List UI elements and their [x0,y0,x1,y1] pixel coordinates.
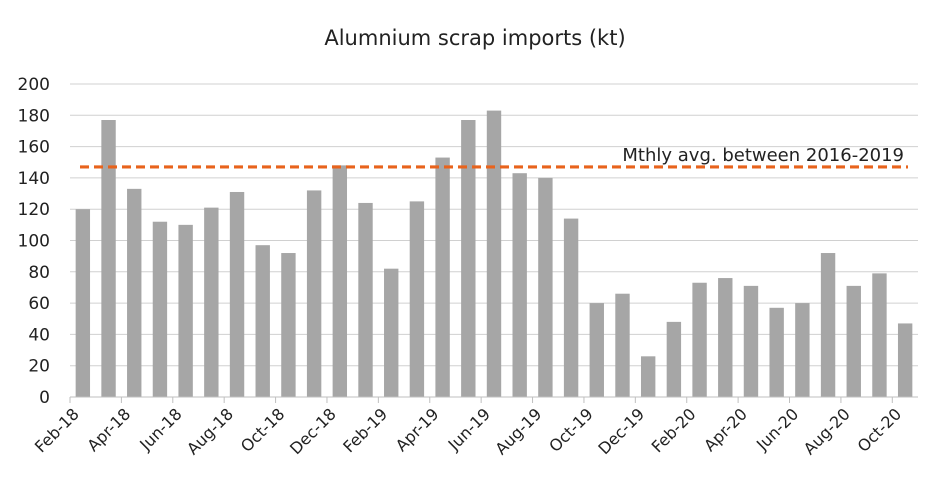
y-tick-label: 180 [18,106,50,126]
bar-jul-18 [204,207,219,397]
chart-title: Alumnium scrap imports (kt) [324,26,625,50]
bar-oct-20 [897,323,913,397]
x-tick-label: Aug-19 [491,404,545,458]
bar-jun-19 [486,110,502,397]
x-tick-label: Jun-19 [444,404,494,454]
bar-feb-18 [75,209,91,397]
bar-sep-20 [872,273,887,397]
bar-oct-18 [281,253,296,397]
x-tick-label: Dec-19 [594,404,648,458]
x-tick-label: Oct-19 [545,404,596,455]
y-tick-label: 200 [18,75,50,95]
x-tick-label: Feb-20 [648,404,700,456]
bar-nov-18 [306,190,322,397]
x-tick-label: Jun-20 [752,404,802,454]
bar-jan-19 [358,202,373,397]
x-tick-label: Apr-19 [392,404,443,455]
bar-jul-19 [512,173,527,397]
y-tick-label: 20 [28,357,50,377]
bar-mar-20 [718,278,733,397]
reference-line-label: Mthly avg. between 2016-2019 [622,145,904,166]
x-tick-label: Aug-20 [800,404,854,458]
y-tick-label: 120 [18,200,50,220]
bar-oct-19 [589,303,604,397]
x-tick-label: Apr-20 [700,404,751,455]
bar-jun-18 [178,224,193,397]
y-tick-label: 80 [28,263,50,283]
y-tick-label: 100 [18,232,50,252]
bar-aug-20 [846,285,861,397]
bar-jun-20 [795,303,810,397]
bar-apr-18 [127,188,142,397]
bars [75,110,913,398]
x-tick-label: Oct-20 [854,404,905,455]
y-tick-label: 140 [18,169,50,189]
bar-aug-18 [229,191,245,397]
x-tick-label: Dec-18 [286,404,340,458]
bar-jan-20 [666,321,682,397]
y-tick-label: 60 [28,294,50,314]
bar-apr-20 [743,285,759,397]
y-tick-label: 160 [18,138,50,158]
bar-may-19 [461,120,476,397]
bar-apr-19 [435,157,450,397]
x-tick-label: Apr-18 [83,404,134,455]
y-tick-label: 40 [28,325,50,345]
bar-may-18 [152,221,168,397]
x-tick-label: Feb-19 [339,404,391,456]
y-axis: 0 20 40 60 80 100 120 140 160 180 200 [18,75,50,408]
bar-sep-19 [563,218,579,397]
x-tick-label: Aug-18 [183,404,237,458]
bar-nov-19 [615,293,630,397]
bar-aug-19 [538,177,553,397]
bar-feb-20 [692,282,707,397]
y-tick-label: 0 [39,388,50,408]
x-tick-label: Feb-18 [31,404,83,456]
bar-feb-19 [384,268,399,397]
bar-dec-18 [332,165,348,397]
bar-jul-20 [820,253,836,397]
bar-sep-18 [255,245,270,397]
bar-may-20 [769,307,784,397]
x-tick-label: Oct-18 [237,404,288,455]
x-tick-label: Jun-18 [135,404,185,454]
bar-dec-19 [640,356,656,397]
reference-line-group: Mthly avg. between 2016-2019 [80,145,908,169]
bar-mar-18 [101,120,116,397]
bar-mar-19 [409,201,425,398]
